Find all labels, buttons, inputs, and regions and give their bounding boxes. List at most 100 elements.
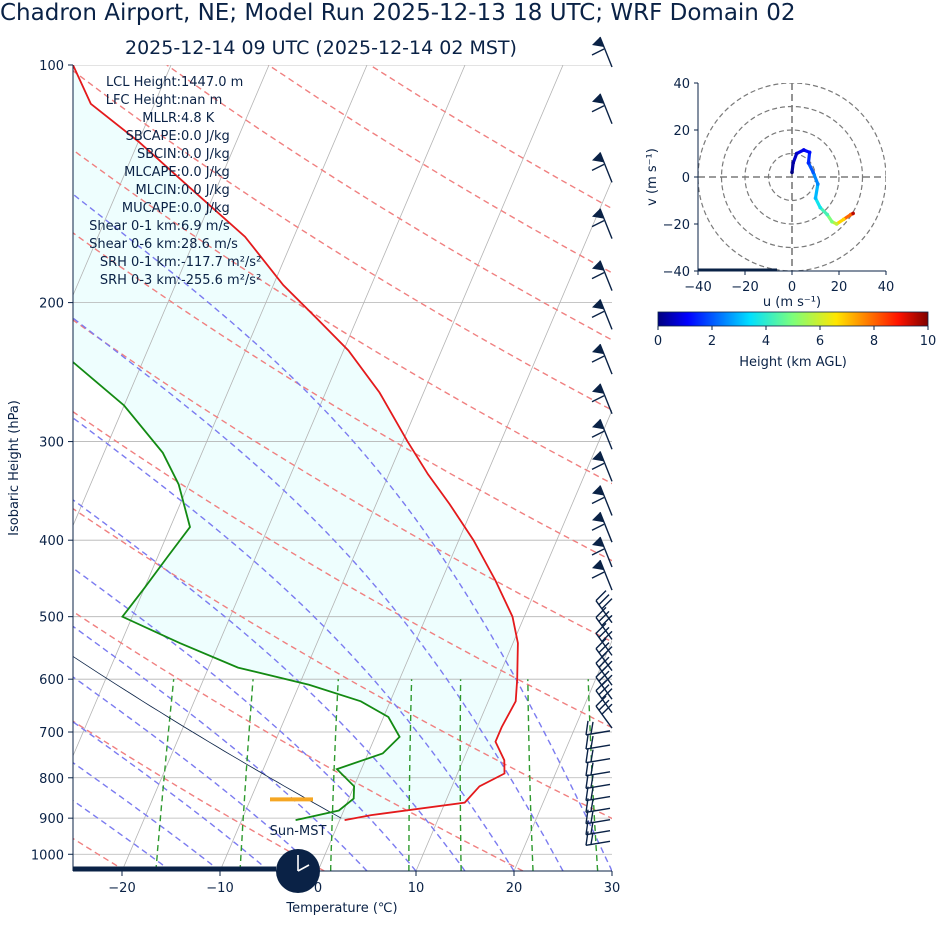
hodograph-y-tick-label: −40 <box>663 265 690 280</box>
chart-title: Chadron Airport, NE; Model Run 2025-12-1… <box>0 0 796 26</box>
barb-feather <box>598 594 610 606</box>
stat-label: SBCIN: <box>137 147 181 162</box>
moist-adiabat <box>73 193 612 871</box>
hodograph-segment <box>811 170 820 186</box>
mixing-ratio-line <box>155 679 175 871</box>
barb-feather <box>598 684 610 696</box>
clock-label: Sun-MST <box>270 824 327 839</box>
wind-barb <box>591 383 613 415</box>
colorbar-label: Height (km AGL) <box>739 355 847 370</box>
hodograph-point <box>813 196 818 200</box>
barb-feather <box>591 105 605 113</box>
isotherm-line <box>513 639 612 871</box>
moist-adiabat <box>73 721 270 871</box>
wind-barb <box>585 774 611 790</box>
barb-feather <box>601 630 613 642</box>
hodograph-point <box>825 212 830 217</box>
hodograph-y-tick-label: −20 <box>663 218 690 233</box>
skewt-y-axis-label: Isobaric Height (hPa) <box>7 400 22 536</box>
wind-barb <box>585 798 611 814</box>
wind-barb <box>585 809 611 825</box>
barb-feather <box>585 820 589 835</box>
barb-feather <box>585 720 589 735</box>
barb-feather <box>585 786 589 801</box>
isotherm-line <box>219 65 564 871</box>
stat-value: 0.0 J/kg <box>181 129 230 144</box>
colorbar-tick-label: 0 <box>654 334 662 349</box>
colorbar-tick-label: 10 <box>920 334 936 349</box>
stat-value: 0.0 J/kg <box>181 165 230 180</box>
stat-value: 6.9 m/s <box>181 219 230 234</box>
hodograph-y-tick-label: 20 <box>673 124 690 139</box>
barb-staff <box>585 807 611 814</box>
barb-flag <box>592 344 604 355</box>
barb-feather <box>591 571 605 579</box>
barb-flag <box>592 260 604 271</box>
mixing-ratio-line <box>239 679 254 871</box>
moist-adiabat <box>73 625 368 871</box>
y-tick-label: 1000 <box>31 848 64 863</box>
barb-feather <box>590 749 594 762</box>
wind-barb <box>591 93 613 124</box>
barb-feather <box>591 271 605 280</box>
stat-label: LFC Height: <box>106 93 181 108</box>
barb-feather <box>595 695 607 707</box>
colorbar-tick-label: 6 <box>816 334 824 349</box>
barb-feather <box>595 622 607 634</box>
barb-feather <box>595 666 607 678</box>
stat-value: 0.0 J/kg <box>181 183 230 198</box>
stat-label: MUCAPE: <box>122 201 181 216</box>
colorbar-tick-label: 8 <box>870 334 878 349</box>
wind-barb <box>595 590 613 624</box>
hodograph: −40 40 −20 20 0 0 20 −20 40 −40 <box>663 77 895 295</box>
hodograph-x-tick-label: 0 <box>788 280 796 295</box>
barb-feather <box>590 762 594 775</box>
wind-barb <box>591 208 613 239</box>
x-tick-label: 10 <box>408 881 425 896</box>
hodograph-point <box>818 205 822 210</box>
wind-barb <box>595 695 613 729</box>
barb-feather <box>590 787 594 800</box>
stat-value: nan m <box>181 93 222 108</box>
wind-barb <box>591 36 613 68</box>
barb-feather <box>598 610 610 622</box>
hodograph-y-tick-label: 0 <box>682 171 690 186</box>
wind-barb <box>595 680 613 714</box>
dewpoint-line <box>73 360 401 821</box>
x-tick-label: 30 <box>604 881 621 896</box>
colorbar-tick-label: 4 <box>762 334 770 349</box>
colorbar-tick-label: 2 <box>708 334 716 349</box>
barb-flag <box>592 512 604 523</box>
y-tick-label: 300 <box>39 436 64 451</box>
barb-feather <box>601 703 613 715</box>
barb-flag <box>592 419 604 430</box>
wind-barb <box>585 720 611 736</box>
barb-flag <box>592 37 604 47</box>
barb-feather <box>590 721 594 734</box>
wind-barb <box>595 622 613 656</box>
chart-subtitle: 2025-12-14 09 UTC (2025-12-14 02 MST) <box>125 37 517 59</box>
barb-staff <box>585 771 611 777</box>
barb-feather <box>585 734 589 750</box>
hodograph-x-tick-label: −40 <box>684 280 711 295</box>
barb-feather <box>585 809 589 824</box>
wind-barb <box>591 559 613 591</box>
isotherm-line <box>317 179 612 871</box>
cape-shading <box>73 65 518 821</box>
barb-flag <box>592 485 604 496</box>
hodograph-point <box>806 161 811 165</box>
barb-feather <box>595 638 607 650</box>
hodograph-point <box>816 182 820 186</box>
barb-feather <box>590 821 594 834</box>
skewt-axes <box>72 65 612 872</box>
barb-feather <box>585 774 589 789</box>
barb-feather <box>591 523 605 531</box>
y-tick-label: 700 <box>39 726 64 741</box>
skewt-x-axis-label: Temperature (℃) <box>285 901 397 916</box>
isotherm-line <box>73 65 172 297</box>
barb-staff <box>585 744 611 750</box>
x-tick-label: 0 <box>314 881 322 896</box>
hodograph-point <box>811 170 815 175</box>
stat-label: SRH 0-1 km: <box>100 255 181 270</box>
barb-feather <box>595 680 607 692</box>
